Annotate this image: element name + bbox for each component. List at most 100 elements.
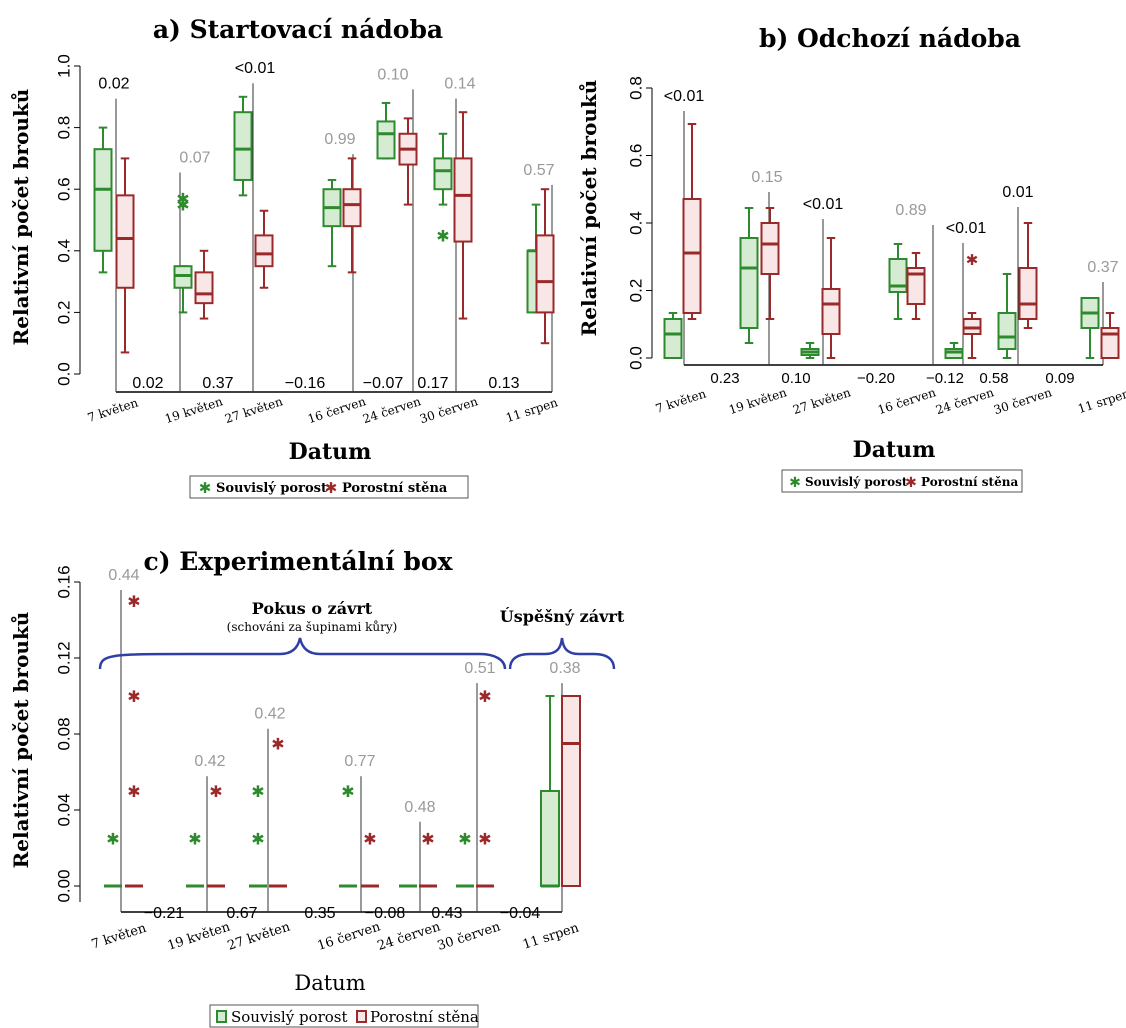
- x-tick-label: 16 červen: [306, 394, 368, 426]
- x-tick-label: 30 červen: [418, 394, 480, 426]
- panel-c-boxes: ✱ ✱ ✱ ✱ ✱ ✱ ✱ ✱ ✱ ✱ ✱ ✱ ✱ ✱ ✱: [104, 594, 581, 888]
- x-tick-label: 24 červen: [934, 385, 996, 417]
- p-value-label: <0.01: [664, 88, 705, 105]
- box-red: [115, 194, 135, 289]
- correlation-label: −0.16: [285, 375, 326, 392]
- box-red: [906, 267, 926, 305]
- panel-a-legend-red: Porostní stěna: [342, 481, 448, 496]
- outlier-green: ✱: [106, 832, 119, 849]
- panel-b-ylabel: Relativní počet brouků: [577, 80, 601, 337]
- p-value-label: 0.14: [444, 76, 475, 93]
- panel-c-title: c) Experimentální box: [144, 547, 454, 576]
- outlier-red: ✱: [478, 689, 491, 706]
- x-tick-label: 27 květen: [791, 385, 853, 417]
- x-tick-label: 24 červen: [361, 394, 423, 426]
- p-value-label: 0.01: [1002, 184, 1033, 201]
- panel-c-correlations: −0.21 0.67 0.35 −0.08 0.43 −0.04: [144, 905, 541, 922]
- box-green: [173, 265, 193, 289]
- p-value-label: 0.38: [549, 660, 580, 677]
- panel-c-xlabel: Datum: [294, 971, 365, 995]
- panel-c-y-ticks: 0.00 0.04 0.08 0.12 0.16: [54, 565, 80, 903]
- attempt-sublabel: (schováni za šupinami kůry): [227, 619, 398, 634]
- panel-a-ylabel: Relativní počet brouků: [9, 89, 33, 346]
- outlier-red: ✱: [363, 832, 376, 849]
- box-green: [93, 148, 113, 252]
- correlation-label: −0.12: [926, 370, 964, 387]
- success-label: Úspěšný závrt: [500, 606, 625, 626]
- attempt-label: Pokus o závrt: [252, 599, 373, 618]
- legend-marker-red: ✱: [325, 481, 338, 497]
- panel-c-chart: c) Experimentální box Relativní počet br…: [9, 547, 625, 1028]
- panel-c-pvalues: 0.44 0.42 0.42 0.77 0.48 0.51 0.38: [108, 567, 580, 816]
- correlation-label: −0.20: [857, 370, 895, 387]
- legend-marker-green: ✱: [199, 481, 212, 497]
- box-red: [760, 222, 780, 275]
- x-tick-label: 16 červen: [876, 385, 938, 417]
- y-tick-label: 0.6: [626, 144, 645, 168]
- x-tick-label: 11 srpen: [504, 395, 559, 425]
- panel-c-legend-red: Porostní stěna: [370, 1008, 479, 1026]
- p-value-label: 0.77: [344, 753, 375, 770]
- outlier-green: ✱: [251, 784, 264, 801]
- correlation-label: 0.35: [304, 905, 335, 922]
- outlier-red: ✱: [209, 784, 222, 801]
- panel-a-dividers: [115, 83, 553, 392]
- x-tick-label: 30 červen: [436, 919, 503, 954]
- outlier-green: ✱: [176, 198, 189, 215]
- y-tick-label: 1.0: [54, 54, 73, 78]
- outlier-red: ✱: [127, 594, 140, 611]
- box-red: [821, 288, 841, 335]
- panel-a-chart: a) Startovací nádoba Relativní počet bro…: [9, 15, 560, 499]
- box-green: [540, 790, 560, 887]
- panel-b-legend-frame: [781, 469, 1023, 493]
- box-red: [254, 234, 274, 268]
- outlier-red: ✱: [966, 253, 979, 269]
- correlation-label: −0.04: [500, 905, 541, 922]
- x-tick-label: 11 srpen: [1076, 386, 1126, 416]
- p-value-label: 0.37: [1087, 259, 1118, 276]
- box-red: [682, 198, 702, 314]
- box-green: [233, 111, 253, 181]
- p-value-label: 0.02: [98, 76, 129, 93]
- panel-b-boxes: ✱: [663, 123, 1120, 359]
- y-tick-label: 0.00: [54, 869, 73, 902]
- p-value-label: 0.57: [523, 162, 554, 179]
- p-value-label: 0.42: [254, 706, 285, 723]
- panel-b-pvalues: <0.01 0.15 <0.01 0.89 <0.01 0.01 0.37: [664, 88, 1119, 276]
- x-tick-label: 19 květen: [163, 394, 225, 426]
- panel-b-legend-green: Souvislý porost: [805, 475, 908, 489]
- panel-c-legend-frame: [209, 1004, 479, 1028]
- y-tick-label: 0.6: [54, 177, 73, 201]
- x-tick-label: 7 květen: [90, 921, 149, 953]
- correlation-label: 0.58: [979, 370, 1008, 387]
- y-tick-label: 0.16: [54, 565, 73, 598]
- correlation-label: 0.37: [202, 375, 233, 392]
- y-tick-label: 0.2: [54, 301, 73, 325]
- box-red: [535, 234, 555, 314]
- box-green: [433, 157, 453, 191]
- outlier-green: ✱: [188, 832, 201, 849]
- y-tick-label: 0.08: [54, 717, 73, 750]
- y-tick-label: 0.2: [626, 279, 645, 303]
- p-value-label: <0.01: [235, 60, 276, 77]
- outlier-red: ✱: [127, 784, 140, 801]
- x-tick-label: 7 květen: [654, 386, 708, 416]
- panel-c-ylabel: Relativní počet brouků: [9, 612, 33, 869]
- y-tick-label: 0.0: [54, 362, 73, 386]
- panel-b-legend-red: Porostní stěna: [921, 475, 1018, 489]
- panel-b-chart: b) Odchozí nádoba Relativní počet brouků…: [577, 24, 1126, 493]
- box-green: [663, 318, 683, 359]
- legend-swatch-green: [216, 1010, 227, 1023]
- panel-b-xlabel: Datum: [853, 437, 936, 463]
- p-value-label: 0.15: [751, 169, 782, 186]
- y-tick-label: 0.8: [626, 76, 645, 100]
- panel-c-dividers: [120, 590, 563, 912]
- correlation-label: −0.21: [144, 905, 185, 922]
- outlier-green: ✱: [436, 228, 449, 245]
- correlation-label: 0.02: [132, 375, 163, 392]
- panel-b-title: b) Odchozí nádoba: [759, 24, 1021, 53]
- p-value-label: 0.51: [464, 660, 495, 677]
- outlier-green: ✱: [176, 191, 189, 208]
- box-green: [997, 312, 1017, 350]
